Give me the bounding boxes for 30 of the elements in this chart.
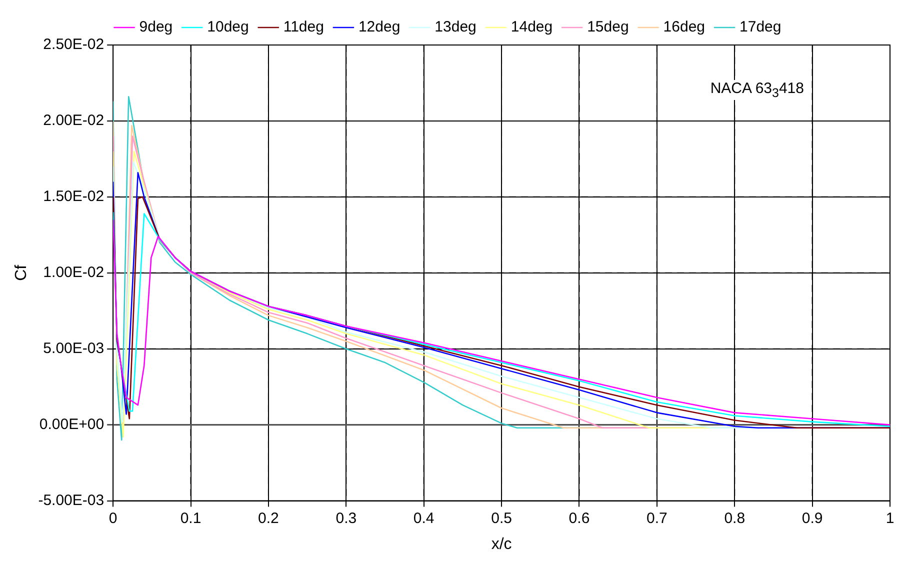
x-tick-label: 0.5: [491, 510, 512, 527]
y-tick-label: 2.00E-02: [43, 112, 104, 130]
legend-label: 11deg: [283, 18, 324, 36]
y-tick-label: 1.50E-02: [43, 188, 104, 206]
y-axis-title: Cf: [13, 264, 30, 281]
y-tick-label: 5.00E-03: [43, 340, 104, 358]
legend-label: 16deg: [663, 18, 706, 36]
x-tick-label: 0.7: [646, 510, 668, 527]
legend-label: 12deg: [358, 18, 400, 36]
y-tick-label: 1.00E-02: [43, 264, 104, 282]
legend-label: 17deg: [740, 18, 782, 36]
x-tick-label: 0.4: [413, 510, 434, 527]
y-tick-label: 0.00E+00: [39, 416, 104, 433]
x-tick-label: 0.3: [336, 510, 357, 527]
y-tick-label: -5.00E-03: [38, 492, 104, 509]
legend-label: 13deg: [434, 18, 476, 36]
x-tick-label: 0.8: [724, 510, 746, 527]
x-tick-label: 0.6: [568, 510, 590, 527]
x-axis-title: x/c: [491, 536, 512, 553]
x-tick-label: 0.1: [180, 510, 202, 527]
legend-label: 14deg: [510, 18, 553, 36]
legend-label: 9deg: [139, 18, 173, 36]
annotation: NACA 63$_{3}$418: [706, 80, 808, 100]
x-tick-label: 0: [108, 510, 118, 527]
x-tick-label: 0.2: [258, 510, 279, 527]
x-tick-label: 1: [886, 510, 894, 527]
legend-label: 15deg: [587, 18, 629, 36]
x-tick-label: 0.9: [802, 510, 823, 527]
legend-label: 10deg: [207, 18, 249, 36]
y-tick-label: 2.50E-02: [43, 36, 104, 54]
